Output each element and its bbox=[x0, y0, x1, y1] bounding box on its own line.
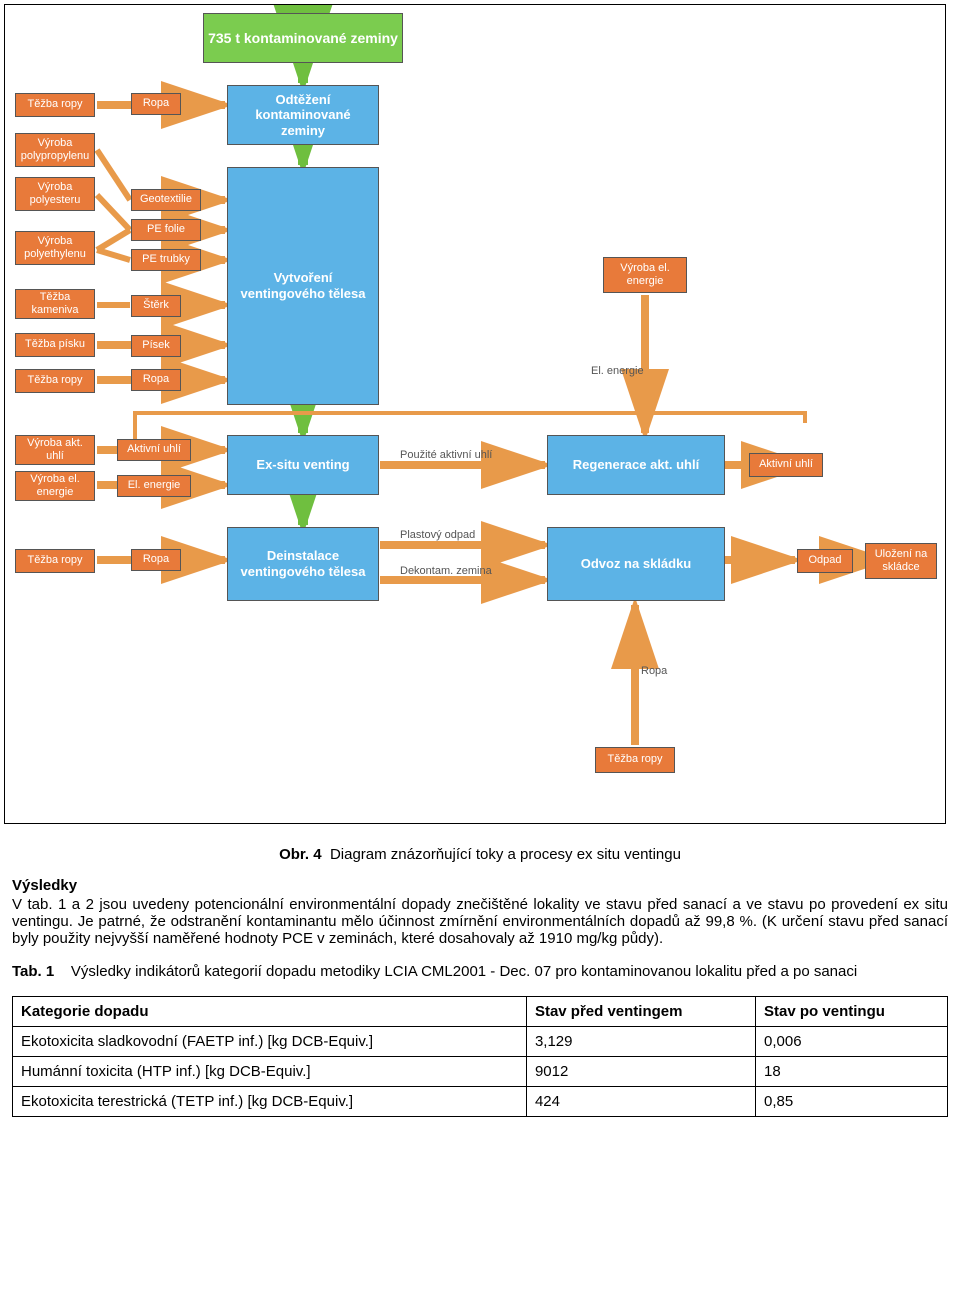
table-header-row: Kategorie dopadu Stav před ventingem Sta… bbox=[13, 997, 948, 1027]
results-para: V tab. 1 a 2 jsou uvedeny potencionální … bbox=[12, 896, 948, 947]
in-vyroba-pp: Výroba polypropylenu bbox=[15, 133, 95, 167]
mat-aktuhli: Aktivní uhlí bbox=[117, 439, 191, 461]
td: 424 bbox=[526, 1087, 755, 1117]
td: 18 bbox=[756, 1057, 948, 1087]
lbl-elen2: El. energie bbox=[591, 365, 644, 377]
in-vyroba-pes: Výroba polyesteru bbox=[15, 177, 95, 211]
mat-geotex: Geotextilie bbox=[131, 189, 201, 211]
diagram-frame: 735 t kontaminované zeminy Odtěžení kont… bbox=[4, 4, 946, 824]
tabcap-text: Výsledky indikátorů kategorií dopadu met… bbox=[71, 963, 857, 980]
table-row: Ekotoxicita terestrická (TETP inf.) [kg … bbox=[13, 1087, 948, 1117]
th-2: Stav po ventingu bbox=[756, 997, 948, 1027]
process-deinstalace: Deinstalace ventingového tělesa bbox=[227, 527, 379, 601]
process-regenerace: Regenerace akt. uhlí bbox=[547, 435, 725, 495]
in-vyroba-el: Výroba el. energie bbox=[15, 471, 95, 501]
in-vyroba-el2: Výroba el. energie bbox=[603, 257, 687, 293]
th-0: Kategorie dopadu bbox=[13, 997, 527, 1027]
out-ulozeni: Uložení na skládce bbox=[865, 543, 937, 579]
td: 3,129 bbox=[526, 1027, 755, 1057]
mat-ropa3: Ropa bbox=[131, 549, 181, 571]
caption-prefix: Obr. 4 bbox=[279, 846, 322, 863]
process-odvoz: Odvoz na skládku bbox=[547, 527, 725, 601]
td: Ekotoxicita sladkovodní (FAETP inf.) [kg… bbox=[13, 1027, 527, 1057]
results-table: Kategorie dopadu Stav před ventingem Sta… bbox=[12, 996, 948, 1117]
start-node: 735 t kontaminované zeminy bbox=[203, 13, 403, 63]
td: Ekotoxicita terestrická (TETP inf.) [kg … bbox=[13, 1087, 527, 1117]
in-tezba-kam: Těžba kameniva bbox=[15, 289, 95, 319]
mat-sterk: Štěrk bbox=[131, 295, 181, 317]
mat-ropa1: Ropa bbox=[131, 93, 181, 115]
in-vyroba-pe: Výroba polyethylenu bbox=[15, 231, 95, 265]
in-tezba-ropy-3: Těžba ropy bbox=[15, 549, 95, 573]
in-tezba-ropy-2: Těžba ropy bbox=[15, 369, 95, 393]
lbl-pouzite-uhli: Použité aktivní uhlí bbox=[400, 449, 492, 461]
arrows-svg bbox=[5, 5, 947, 825]
table-row: Humánní toxicita (HTP inf.) [kg DCB-Equi… bbox=[13, 1057, 948, 1087]
td: 0,006 bbox=[756, 1027, 948, 1057]
mat-pefolie: PE folie bbox=[131, 219, 201, 241]
th-1: Stav před ventingem bbox=[526, 997, 755, 1027]
table-row: Ekotoxicita sladkovodní (FAETP inf.) [kg… bbox=[13, 1027, 948, 1057]
in-tezba-ropy-1: Těžba ropy bbox=[15, 93, 95, 117]
mat-aktuhli2: Aktivní uhlí bbox=[749, 453, 823, 477]
in-vyroba-uhli: Výroba akt. uhlí bbox=[15, 435, 95, 465]
mat-odpad: Odpad bbox=[797, 549, 853, 573]
lbl-plast-odpad: Plastový odpad bbox=[400, 529, 475, 541]
lbl-dekont-zem: Dekontam. zemina bbox=[400, 565, 492, 577]
caption-text: Diagram znázorňující toky a procesy ex s… bbox=[330, 846, 681, 863]
process-odtezeni: Odtěžení kontaminované zeminy bbox=[227, 85, 379, 145]
process-exsitu: Ex-situ venting bbox=[227, 435, 379, 495]
table-caption: Tab. 1 Výsledky indikátorů kategorií dop… bbox=[12, 963, 948, 980]
mat-petrubky: PE trubky bbox=[131, 249, 201, 271]
td: 9012 bbox=[526, 1057, 755, 1087]
in-tezba-pisku: Těžba písku bbox=[15, 333, 95, 357]
mat-elen: El. energie bbox=[117, 475, 191, 497]
td: 0,85 bbox=[756, 1087, 948, 1117]
results-heading: Výsledky bbox=[12, 877, 948, 894]
tabcap-prefix: Tab. 1 bbox=[12, 963, 54, 980]
mat-ropa2: Ropa bbox=[131, 369, 181, 391]
td: Humánní toxicita (HTP inf.) [kg DCB-Equi… bbox=[13, 1057, 527, 1087]
mat-pisek: Písek bbox=[131, 335, 181, 357]
text-content: Obr. 4 Diagram znázorňující toky a proce… bbox=[12, 828, 948, 1117]
in-tezba-ropy-4: Těžba ropy bbox=[595, 747, 675, 773]
process-vytvoreni: Vytvoření ventingového tělesa bbox=[227, 167, 379, 405]
figure-caption: Obr. 4 Diagram znázorňující toky a proce… bbox=[12, 846, 948, 863]
lbl-ropa4: Ropa bbox=[641, 665, 667, 677]
